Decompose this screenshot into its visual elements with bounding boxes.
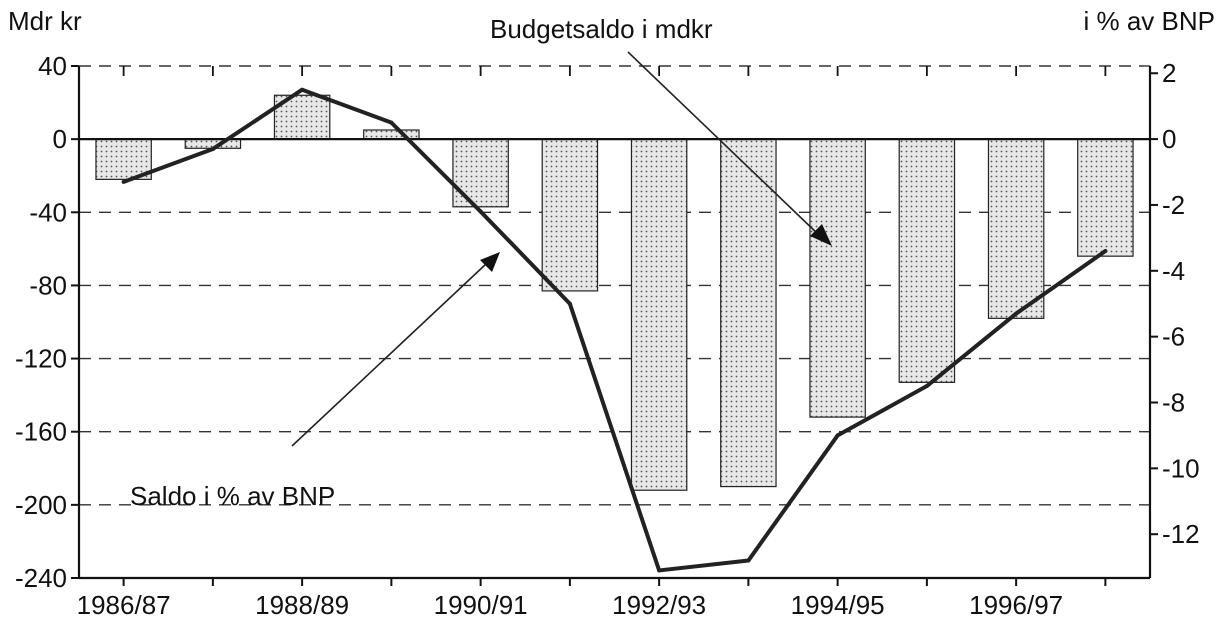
left-tick-label: -160: [15, 417, 67, 447]
annotation-budget-arrowhead: [810, 224, 832, 246]
left-axis-unit-label: Mdr kr: [8, 6, 82, 36]
left-axis-ticks: 40 0 -40 -80 -120 -160 -200 -240: [15, 51, 79, 593]
bar: [987, 138, 1045, 319]
annotation-budget: Budgetsaldo i mdkr: [490, 14, 832, 246]
left-tick-label: -80: [29, 270, 67, 300]
line-point: [478, 209, 483, 214]
left-tick-label: -200: [15, 490, 67, 520]
line-point: [1014, 311, 1019, 316]
bar: [363, 129, 420, 140]
bar: [95, 138, 152, 180]
line-point: [300, 87, 305, 92]
left-tick-label: -40: [29, 197, 67, 227]
right-tick-label: -8: [1162, 388, 1185, 418]
annotation-pct-arrowhead: [480, 252, 500, 272]
line-point: [567, 301, 572, 306]
annotation-pct: Saldo i % av BNP: [130, 252, 500, 511]
line-point: [210, 146, 215, 151]
right-tick-label: -12: [1162, 519, 1200, 549]
line-point: [835, 433, 840, 438]
annotation-budget-label: Budgetsaldo i mdkr: [490, 14, 713, 44]
bar: [898, 138, 956, 383]
right-tick-label: -10: [1162, 453, 1200, 483]
annotation-pct-arrow-line: [291, 263, 487, 447]
right-tick-label: -2: [1162, 190, 1185, 220]
line-series: [121, 87, 1108, 573]
left-tick-label: 40: [38, 51, 67, 81]
bar: [809, 138, 866, 418]
right-tick-label: 0: [1162, 124, 1176, 154]
left-tick-label: -120: [15, 344, 67, 374]
bar: [1077, 138, 1134, 257]
axes: [77, 66, 1152, 580]
line-point: [924, 384, 929, 389]
x-axis-ticks: 1986/87 1988/89 1990/91 1992/93 1994/95 1996/…: [77, 66, 1107, 620]
right-axis-unit-label: i % av BNP: [1084, 6, 1216, 36]
x-tick-label: 1990/91: [434, 590, 528, 620]
x-tick-label: 1994/95: [791, 590, 885, 620]
x-tick-label: 1988/89: [255, 590, 349, 620]
right-axis-ticks: 2 0 -2 -4 -6 -8 -10 -12: [1150, 58, 1200, 549]
bar-series: [95, 94, 1134, 491]
left-tick-label: 0: [53, 124, 67, 154]
right-tick-label: -6: [1162, 322, 1185, 352]
line-point: [657, 568, 662, 573]
right-tick-label: -4: [1162, 256, 1185, 286]
line-point: [389, 120, 394, 125]
pct-gdp-line: [122, 87, 1107, 573]
x-tick-label: 1992/93: [612, 590, 706, 620]
line-point: [121, 179, 126, 184]
bar: [720, 138, 777, 488]
bar: [630, 138, 688, 491]
x-tick-label: 1996/97: [969, 590, 1063, 620]
bar: [541, 138, 599, 292]
bar: [452, 138, 509, 208]
annotation-budget-arrow-line: [627, 51, 821, 237]
x-tick-label: 1986/87: [77, 590, 171, 620]
line-point: [1103, 249, 1108, 254]
line-point: [746, 558, 751, 563]
annotation-pct-label: Saldo i % av BNP: [130, 481, 335, 511]
left-tick-label: -240: [15, 563, 67, 593]
right-tick-label: 2: [1162, 58, 1176, 88]
